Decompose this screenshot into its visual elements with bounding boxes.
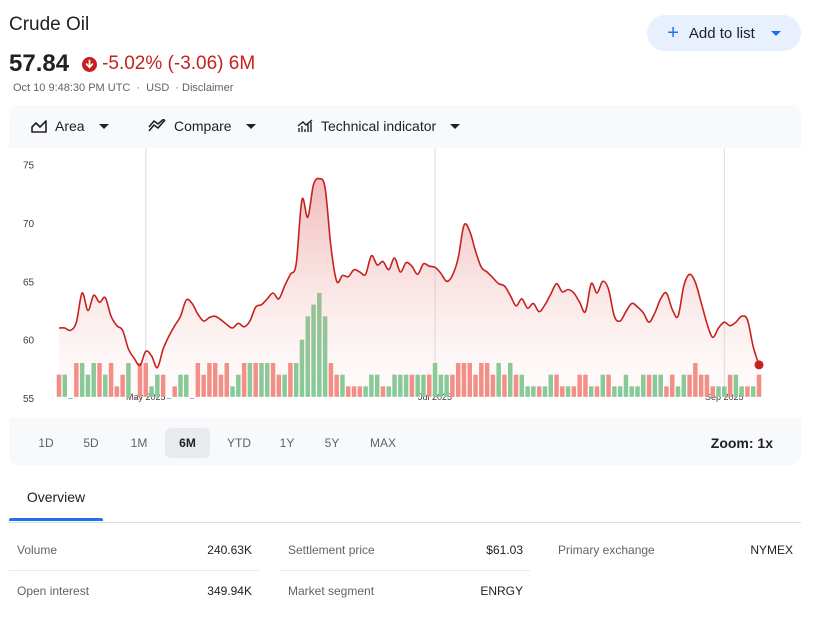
detail-tabs: Overview xyxy=(9,478,801,523)
stat-segment-value: ENRGY xyxy=(480,584,523,598)
stat-exchange-label: Primary exchange xyxy=(558,543,655,557)
stat-open-interest: Open interest 349.94K xyxy=(9,571,259,611)
stat-volume-value: 240.63K xyxy=(207,543,252,557)
stat-settlement-value: $61.03 xyxy=(486,543,523,557)
chart-panel: Area Compare Technical indicator May 202… xyxy=(9,105,801,465)
stat-open-interest-value: 349.94K xyxy=(207,584,252,598)
x-tick-label: Jul 2025 xyxy=(418,392,452,402)
area-chart-icon xyxy=(31,120,47,133)
last-price-marker xyxy=(754,360,764,370)
chevron-down-icon xyxy=(98,123,109,129)
price-chart[interactable]: May 2025 Jul 2025 Sep 2025 75 70 65 60 55 xyxy=(9,148,801,418)
disclaimer-link[interactable]: · Disclaimer xyxy=(175,82,234,94)
x-tick-label: Sep 2025 xyxy=(705,392,744,402)
chart-type-label: Area xyxy=(55,118,85,134)
add-to-list-button[interactable]: + Add to list xyxy=(647,15,801,51)
y-tick-label: 75 xyxy=(23,161,35,172)
indicator-label: Technical indicator xyxy=(321,118,437,134)
stat-settlement-label: Settlement price xyxy=(288,543,375,557)
chevron-down-icon xyxy=(770,30,781,36)
range-ytd[interactable]: YTD xyxy=(227,436,251,450)
stat-segment: Market segment ENRGY xyxy=(280,571,530,611)
zoom-level[interactable]: Zoom: 1x xyxy=(710,435,773,451)
volume-bar xyxy=(189,398,195,399)
stat-exchange: Primary exchange NYMEX xyxy=(550,530,801,570)
add-to-list-label: Add to list xyxy=(688,24,755,42)
chevron-down-icon xyxy=(450,123,461,129)
volume-bar xyxy=(131,398,137,399)
x-tick-label: May 2025 xyxy=(126,392,166,402)
quote-meta: Oct 10 9:48:30 PM UTC · USD · Disclaimer xyxy=(13,82,233,94)
range-max[interactable]: MAX xyxy=(369,436,396,450)
price-area-fill xyxy=(59,178,759,397)
compare-dropdown[interactable]: Compare xyxy=(148,118,256,134)
tab-overview[interactable]: Overview xyxy=(9,478,103,521)
y-tick-label: 60 xyxy=(23,336,35,347)
stat-volume: Volume 240.63K xyxy=(9,530,259,571)
stat-exchange-value: NYMEX xyxy=(750,543,793,557)
range-1m[interactable]: 1M xyxy=(130,436,148,450)
compare-icon xyxy=(148,119,166,132)
price-change: -5.02% (-3.06) 6M xyxy=(102,53,256,74)
quote-row: 57.84 -5.02% (-3.06) 6M xyxy=(9,50,255,78)
chart-type-dropdown[interactable]: Area xyxy=(31,118,109,134)
technical-indicator-dropdown[interactable]: Technical indicator xyxy=(297,118,461,134)
timestamp: Oct 10 9:48:30 PM UTC xyxy=(13,82,131,94)
arrow-down-icon xyxy=(82,56,98,72)
volume-bar xyxy=(68,398,73,399)
range-1d[interactable]: 1D xyxy=(38,436,54,450)
range-6m[interactable]: 6M xyxy=(165,428,210,458)
separator-dot: · xyxy=(136,82,141,94)
indicator-icon xyxy=(297,119,313,132)
range-selector: 1D 5D 1M 6M YTD 1Y 5Y MAX Zoom: 1x xyxy=(9,425,801,459)
compare-label: Compare xyxy=(174,118,232,134)
active-tab-indicator xyxy=(9,518,103,521)
y-tick-label: 70 xyxy=(23,219,35,230)
volume-bar xyxy=(166,398,172,399)
range-5d[interactable]: 5D xyxy=(83,436,99,450)
currency: USD xyxy=(146,82,170,94)
stat-segment-label: Market segment xyxy=(288,584,375,598)
stat-volume-label: Volume xyxy=(17,543,58,557)
price-line xyxy=(58,177,760,369)
page-title: Crude Oil xyxy=(9,14,90,35)
y-tick-label: 55 xyxy=(23,394,35,405)
y-tick-label: 65 xyxy=(23,277,35,288)
plus-icon: + xyxy=(667,22,679,44)
tab-overview-label: Overview xyxy=(26,489,86,505)
chevron-down-icon xyxy=(245,123,256,129)
range-5y[interactable]: 5Y xyxy=(324,436,340,450)
stat-open-interest-label: Open interest xyxy=(17,584,90,598)
chart-toolbar: Area Compare Technical indicator xyxy=(9,105,801,149)
range-1y[interactable]: 1Y xyxy=(279,436,295,450)
price-chart-svg: May 2025 Jul 2025 Sep 2025 75 70 65 60 55 xyxy=(23,148,764,405)
stat-settlement: Settlement price $61.03 xyxy=(280,530,530,571)
current-price: 57.84 xyxy=(9,50,70,77)
